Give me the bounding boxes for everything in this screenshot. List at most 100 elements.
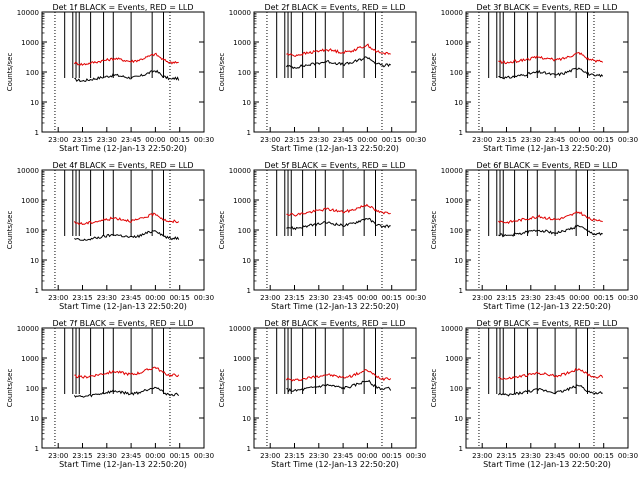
x-tick-label: 23:15 <box>284 136 304 144</box>
y-tick-label: 1000 <box>233 39 251 47</box>
plot-frame <box>465 169 629 291</box>
x-tick-label: 00:30 <box>406 294 426 302</box>
x-tick-label: 23:45 <box>545 452 565 460</box>
x-tick-label: 23:00 <box>48 452 68 460</box>
x-tick-label: 23:45 <box>121 452 141 460</box>
y-tick-label: 10 <box>454 99 463 107</box>
x-axis-label: Start Time (12-Jan-13 22:50:20) <box>271 144 399 153</box>
y-axis-label: Counts/sec <box>218 53 226 92</box>
y-tick-label: 100 <box>26 385 39 393</box>
x-tick-label: 23:00 <box>48 294 68 302</box>
x-tick-label: 23:15 <box>72 452 92 460</box>
x-tick-label: 23:30 <box>521 136 541 144</box>
x-axis-label: Start Time (12-Jan-13 22:50:20) <box>59 302 187 311</box>
x-tick-label: 23:15 <box>496 136 516 144</box>
y-tick-label: 1000 <box>21 197 39 205</box>
x-tick-label: 00:00 <box>145 294 165 302</box>
y-tick-label: 1 <box>35 445 39 453</box>
detector-panel: Det 5f BLACK = Events, RED = LLD Counts/s… <box>218 161 426 311</box>
y-axis-label: Counts/sec <box>430 211 438 250</box>
x-tick-label: 00:15 <box>170 136 190 144</box>
x-tick-label: 23:45 <box>545 294 565 302</box>
x-tick-label: 23:30 <box>521 452 541 460</box>
y-tick-label: 1 <box>247 287 251 295</box>
x-tick-label: 00:00 <box>357 136 377 144</box>
y-axis-label: Counts/sec <box>218 211 226 250</box>
x-tick-label: 00:15 <box>594 452 614 460</box>
y-tick-label: 100 <box>450 385 463 393</box>
x-tick-label: 00:15 <box>382 294 402 302</box>
panel-title: Det 2f BLACK = Events, RED = LLD <box>264 3 405 12</box>
detector-panel: Det 7f BLACK = Events, RED = LLD Counts/s… <box>6 319 214 469</box>
x-tick-label: 23:15 <box>496 452 516 460</box>
y-tick-label: 10 <box>30 415 39 423</box>
x-tick-label: 23:30 <box>309 136 329 144</box>
x-tick-label: 00:15 <box>382 136 402 144</box>
x-tick-label: 23:30 <box>309 294 329 302</box>
panel-title: Det 9f BLACK = Events, RED = LLD <box>476 319 617 328</box>
y-tick-label: 1 <box>35 129 39 137</box>
lld-series-line <box>498 51 604 65</box>
x-axis-label: Start Time (12-Jan-13 22:50:20) <box>483 302 611 311</box>
panel-title: Det 1f BLACK = Events, RED = LLD <box>52 3 193 12</box>
x-tick-label: 00:30 <box>194 136 214 144</box>
x-tick-label: 23:30 <box>97 136 117 144</box>
x-tick-label: 23:30 <box>309 452 329 460</box>
x-tick-label: 23:00 <box>260 452 280 460</box>
x-tick-label: 00:00 <box>569 294 589 302</box>
x-tick-label: 00:00 <box>145 136 165 144</box>
y-tick-label: 10 <box>242 415 251 423</box>
y-tick-label: 10 <box>454 415 463 423</box>
lld-series-line <box>498 210 603 225</box>
y-tick-label: 1 <box>35 287 39 295</box>
y-tick-label: 100 <box>26 227 39 235</box>
y-tick-label: 1 <box>459 129 463 137</box>
lld-series-line <box>285 369 392 382</box>
x-tick-label: 00:30 <box>194 452 214 460</box>
detector-panel: Det 1f BLACK = Events, RED = LLD Counts/s… <box>6 3 214 153</box>
y-tick-label: 10000 <box>441 9 463 17</box>
y-tick-label: 100 <box>450 69 463 77</box>
y-tick-label: 10000 <box>229 167 251 175</box>
y-tick-label: 100 <box>450 227 463 235</box>
x-axis-label: Start Time (12-Jan-13 22:50:20) <box>483 460 611 469</box>
x-axis-label: Start Time (12-Jan-13 22:50:20) <box>271 302 399 311</box>
lld-series-line <box>73 212 180 226</box>
detector-panel: Det 4f BLACK = Events, RED = LLD Counts/s… <box>6 161 214 311</box>
x-tick-label: 23:45 <box>333 136 353 144</box>
plot-frame <box>41 169 205 291</box>
lld-series-line <box>286 43 391 57</box>
y-axis-label: Counts/sec <box>6 211 14 250</box>
y-tick-label: 1 <box>247 445 251 453</box>
y-tick-label: 10000 <box>229 325 251 333</box>
y-axis-label: Counts/sec <box>218 369 226 408</box>
x-axis-label: Start Time (12-Jan-13 22:50:20) <box>271 460 399 469</box>
y-axis-label: Counts/sec <box>6 53 14 92</box>
x-tick-label: 23:00 <box>472 136 492 144</box>
events-series-line <box>286 217 391 231</box>
panel-title: Det 8f BLACK = Events, RED = LLD <box>264 319 405 328</box>
plot-frame <box>465 327 629 449</box>
x-tick-label: 23:30 <box>97 452 117 460</box>
lld-series-line <box>73 52 179 66</box>
panel-title: Det 3f BLACK = Events, RED = LLD <box>476 3 617 12</box>
y-tick-label: 1000 <box>233 355 251 363</box>
y-tick-label: 1 <box>247 129 251 137</box>
x-axis-label: Start Time (12-Jan-13 22:50:20) <box>483 144 611 153</box>
events-series-line <box>74 229 180 241</box>
x-tick-label: 00:00 <box>357 294 377 302</box>
lld-series-line <box>74 366 180 379</box>
y-tick-label: 10000 <box>229 9 251 17</box>
x-tick-label: 00:30 <box>194 294 214 302</box>
y-tick-label: 100 <box>238 227 251 235</box>
x-tick-label: 00:15 <box>170 294 190 302</box>
plot-frame <box>465 11 629 133</box>
y-axis-label: Counts/sec <box>430 53 438 92</box>
x-tick-label: 23:45 <box>121 136 141 144</box>
events-series-line <box>74 69 180 83</box>
events-series-line <box>73 386 180 398</box>
y-tick-label: 1000 <box>445 197 463 205</box>
x-tick-label: 23:45 <box>121 294 141 302</box>
y-tick-label: 10000 <box>17 167 39 175</box>
